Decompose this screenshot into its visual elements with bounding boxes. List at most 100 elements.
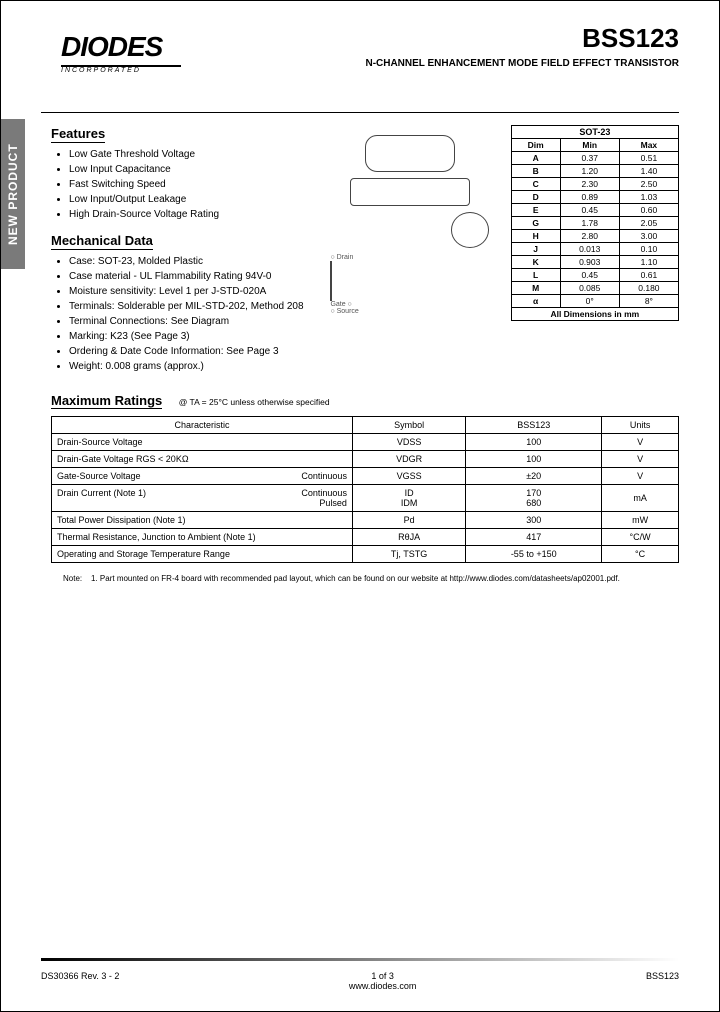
mechanical-item: Moisture sensitivity: Level 1 per J-STD-… [69, 284, 308, 299]
content: Features Low Gate Threshold VoltageLow I… [1, 113, 719, 584]
dim-cell: 8° [619, 295, 678, 308]
max-char: Thermal Resistance, Junction to Ambient … [52, 529, 353, 546]
max-ratings-table: CharacteristicSymbolBSS123UnitsDrain-Sou… [51, 416, 679, 563]
note-label: Note: [63, 574, 82, 583]
footer: DS30366 Rev. 3 - 2 1 of 3 www.diodes.com… [41, 971, 679, 991]
features-column: Features Low Gate Threshold VoltageLow I… [51, 125, 308, 374]
max-unit: V [602, 451, 679, 468]
max-symbol: Pd [352, 512, 465, 529]
dim-cell: 0.10 [619, 243, 678, 256]
max-char: Drain-Gate Voltage RGS < 20KΩ [52, 451, 353, 468]
mechanical-title: Mechanical Data [51, 233, 153, 250]
max-symbol: Tj, TSTG [352, 546, 465, 563]
dim-cell: 0.37 [560, 152, 619, 165]
max-unit: °C [602, 546, 679, 563]
dim-cell: 1.20 [560, 165, 619, 178]
max-value: ±20 [466, 468, 602, 485]
dim-cell: 2.80 [560, 230, 619, 243]
pin-label-gate: Gate ○ [330, 301, 390, 308]
mechanical-list: Case: SOT-23, Molded PlasticCase materia… [69, 254, 308, 374]
dim-cell: 1.40 [619, 165, 678, 178]
footer-right: BSS123 [646, 971, 679, 991]
max-header: Symbol [352, 417, 465, 434]
dim-cell: D [511, 191, 560, 204]
dim-cell: 2.05 [619, 217, 678, 230]
max-symbol: VGSS [352, 468, 465, 485]
max-symbol: VDSS [352, 434, 465, 451]
max-value: -55 to +150 [466, 546, 602, 563]
dim-header: Min [560, 139, 619, 152]
dim-cell: 0.45 [560, 269, 619, 282]
note: Note: 1. Part mounted on FR-4 board with… [63, 573, 679, 584]
feature-item: Low Input Capacitance [69, 162, 308, 177]
package-diagram: ○ Drain Gate ○ ○ Source [320, 125, 498, 374]
dim-cell: 0.180 [619, 282, 678, 295]
footer-gradient [41, 958, 679, 961]
max-value: 100 [466, 451, 602, 468]
feature-item: Fast Switching Speed [69, 177, 308, 192]
max-char: Drain-Source Voltage [52, 434, 353, 451]
dim-cell: 3.00 [619, 230, 678, 243]
dim-cell: 0.013 [560, 243, 619, 256]
mechanical-item: Marking: K23 (See Page 3) [69, 329, 308, 344]
mechanical-item: Ordering & Date Code Information: See Pa… [69, 344, 308, 359]
dim-cell: 2.50 [619, 178, 678, 191]
max-unit: °C/W [602, 529, 679, 546]
max-unit: V [602, 468, 679, 485]
footer-url: www.diodes.com [349, 981, 417, 991]
package-side-view-icon [350, 178, 470, 206]
features-title: Features [51, 126, 105, 143]
dim-cell: 0.60 [619, 204, 678, 217]
header: DIODES INCORPORATED BSS123 N-CHANNEL ENH… [1, 1, 719, 82]
pin-label-drain: ○ Drain [330, 254, 390, 261]
package-top-view-icon [365, 135, 455, 172]
dim-cell: 1.03 [619, 191, 678, 204]
dim-cell: 0.903 [560, 256, 619, 269]
dim-cell: 1.78 [560, 217, 619, 230]
dim-cell: L [511, 269, 560, 282]
new-product-tab: NEW PRODUCT [1, 119, 25, 269]
dimensions-column: SOT-23 DimMinMaxA0.370.51B1.201.40C2.302… [511, 125, 679, 374]
feature-item: Low Gate Threshold Voltage [69, 147, 308, 162]
note-num: 1. [91, 574, 98, 583]
max-value: 417 [466, 529, 602, 546]
dimensions-table: DimMinMaxA0.370.51B1.201.40C2.302.50D0.8… [511, 138, 679, 321]
mosfet-symbol-icon [330, 261, 390, 301]
page-number: 1 of 3 [349, 971, 417, 981]
pin-label-source: ○ Source [330, 308, 390, 315]
max-symbol: RθJA [352, 529, 465, 546]
datasheet-page: DIODES INCORPORATED BSS123 N-CHANNEL ENH… [0, 0, 720, 1012]
footer-left: DS30366 Rev. 3 - 2 [41, 971, 119, 991]
max-ratings-title: Maximum Ratings [51, 393, 162, 409]
dim-cell: 0° [560, 295, 619, 308]
dim-header: Max [619, 139, 678, 152]
part-number: BSS123 [582, 23, 679, 54]
subtitle: N-CHANNEL ENHANCEMENT MODE FIELD EFFECT … [329, 57, 679, 70]
symbol-circle-icon [451, 212, 489, 248]
dim-cell: α [511, 295, 560, 308]
mechanical-item: Case material - UL Flammability Rating 9… [69, 269, 308, 284]
dim-cell: 0.51 [619, 152, 678, 165]
max-symbol: ID IDM [352, 485, 465, 512]
max-unit: mA [602, 485, 679, 512]
max-value: 170 680 [466, 485, 602, 512]
max-ratings-section: Maximum Ratings @ TA = 25°C unless other… [51, 392, 679, 563]
max-value: 100 [466, 434, 602, 451]
max-unit: V [602, 434, 679, 451]
dim-caption: SOT-23 [511, 125, 679, 138]
dim-cell: G [511, 217, 560, 230]
max-char: Drain Current (Note 1)Continuous Pulsed [52, 485, 353, 512]
dim-cell: C [511, 178, 560, 191]
dim-cell: M [511, 282, 560, 295]
max-header: Units [602, 417, 679, 434]
max-ratings-condition: @ TA = 25°C unless otherwise specified [179, 397, 330, 407]
note-text: Part mounted on FR-4 board with recommen… [100, 574, 620, 583]
dim-cell: B [511, 165, 560, 178]
dim-cell: 0.61 [619, 269, 678, 282]
max-value: 300 [466, 512, 602, 529]
dim-cell: 0.89 [560, 191, 619, 204]
mechanical-item: Case: SOT-23, Molded Plastic [69, 254, 308, 269]
dim-cell: J [511, 243, 560, 256]
dim-cell: 0.085 [560, 282, 619, 295]
feature-item: High Drain-Source Voltage Rating [69, 207, 308, 222]
